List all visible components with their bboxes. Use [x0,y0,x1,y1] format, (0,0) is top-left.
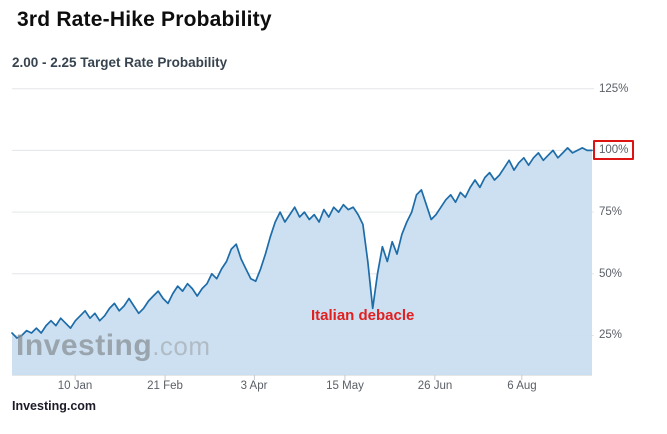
watermark-suffix: .com [152,331,211,361]
investing-watermark: Investing.com [16,329,211,363]
x-axis-label-15-may: 15 May [326,380,364,392]
x-axis-label-10-jan: 10 Jan [57,380,93,392]
x-axis-label-6-aug: 6 Aug [507,380,537,392]
page-title: 3rd Rate-Hike Probability [17,8,272,31]
y-axis-label-75: 75% [599,206,623,218]
y-axis-label-25: 25% [599,329,623,341]
y-axis-label-100-highlighted: 100% [593,140,635,160]
source-label: Investing.com [12,399,97,413]
x-axis-label-26-jun: 26 Jun [417,380,453,392]
y-axis-label-125: 125% [599,83,629,95]
page-subtitle: 2.00 - 2.25 Target Rate Probability [12,55,228,70]
x-axis-label-21-feb: 21 Feb [147,380,183,392]
y-axis-label-50: 50% [599,268,623,280]
x-axis-label-3-apr: 3 Apr [240,380,268,392]
watermark-main: Investing [16,329,153,362]
annotation-italian-debacle: Italian debacle [311,307,415,324]
